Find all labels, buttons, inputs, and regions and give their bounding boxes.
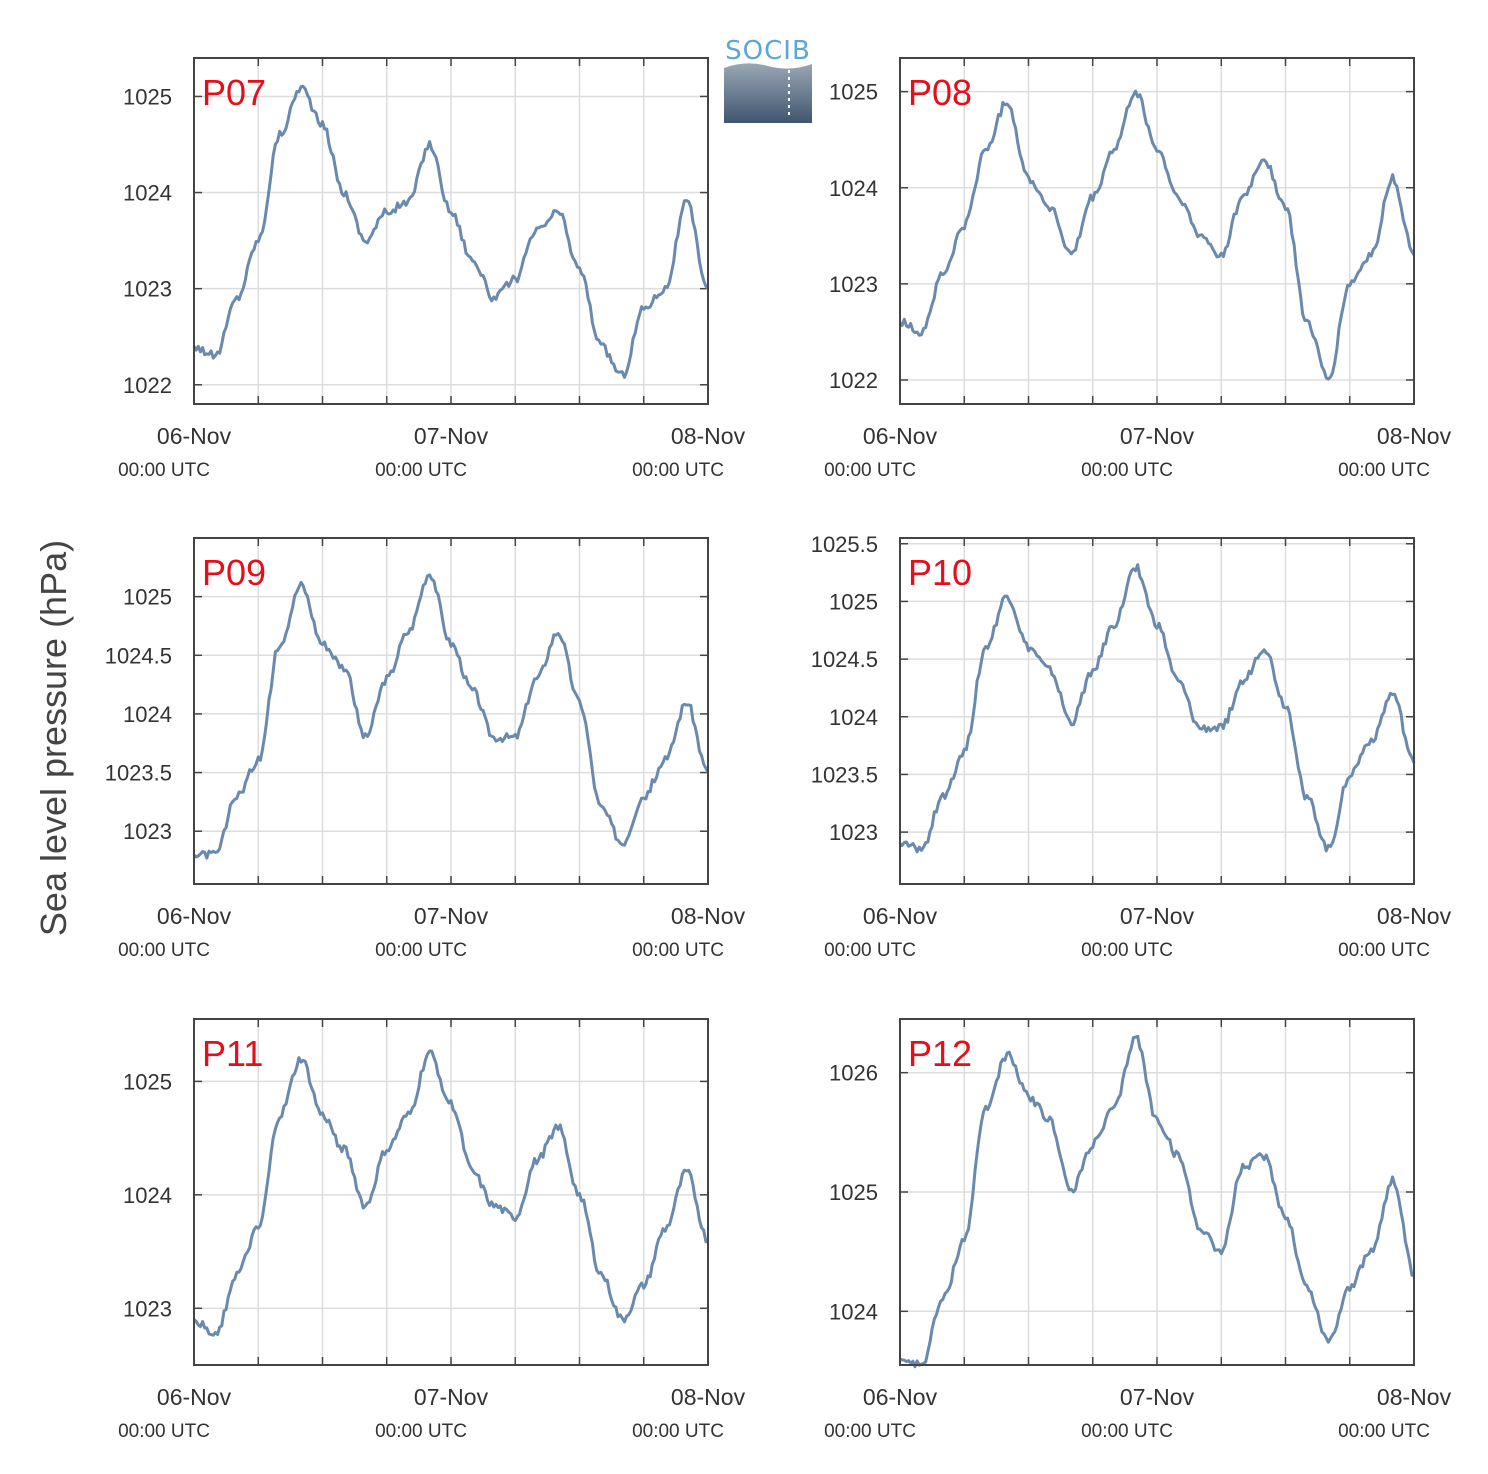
panel-label: P07 xyxy=(202,72,266,113)
y-tick-label: 1026 xyxy=(829,1061,878,1086)
x-tick-label-date: 08-Nov xyxy=(671,1384,746,1410)
x-tick-label-date: 07-Nov xyxy=(414,1384,489,1410)
x-tick-label-date: 07-Nov xyxy=(414,903,489,929)
y-tick-label: 1023 xyxy=(123,277,172,302)
y-tick-label: 1024 xyxy=(829,1299,878,1324)
y-tick-label: 1023 xyxy=(829,820,878,845)
y-tick-label: 1022 xyxy=(123,373,172,398)
x-tick-label-date: 07-Nov xyxy=(1120,1384,1195,1410)
series-line-p09 xyxy=(192,573,710,860)
x-tick-label-time: 00:00 UTC xyxy=(1338,940,1430,961)
x-tick-label-date: 06-Nov xyxy=(157,1384,232,1410)
x-tick-label-date: 07-Nov xyxy=(1120,903,1195,929)
x-tick-label-date: 06-Nov xyxy=(157,903,232,929)
socib-logo: SOCIB xyxy=(724,36,812,123)
y-tick-label: 1025 xyxy=(123,84,172,109)
y-tick-label: 1025 xyxy=(829,1180,878,1205)
x-tick-label-date: 07-Nov xyxy=(1120,423,1195,449)
x-tick-label-time: 00:00 UTC xyxy=(375,940,467,961)
y-tick-label: 1025 xyxy=(123,585,172,610)
x-tick-label-date: 06-Nov xyxy=(863,1384,938,1410)
series-line-p10 xyxy=(898,563,1416,854)
y-axis-label: Sea level pressure (hPa) xyxy=(33,540,74,936)
x-tick-label-time: 00:00 UTC xyxy=(375,1421,467,1442)
y-tick-label: 1024 xyxy=(123,1183,172,1208)
plot-frame xyxy=(193,1018,709,1366)
x-tick-label-date: 06-Nov xyxy=(157,423,232,449)
x-tick-label-time: 00:00 UTC xyxy=(632,1421,724,1442)
x-tick-label-time: 00:00 UTC xyxy=(1081,1421,1173,1442)
y-tick-label: 1023.5 xyxy=(105,761,172,786)
x-tick-label-time: 00:00 UTC xyxy=(375,460,467,481)
x-tick-label-date: 08-Nov xyxy=(1377,1384,1452,1410)
y-tick-label: 1023.5 xyxy=(811,762,878,787)
panel-p08: 1022 1023 1024 1025 06-Nov 00:00 UTC 07-Nov 00:… xyxy=(824,57,1452,481)
x-tick-label-date: 08-Nov xyxy=(1377,903,1452,929)
plot-frame xyxy=(193,537,709,885)
x-tick-label-time: 00:00 UTC xyxy=(1338,460,1430,481)
y-tick-label: 1025.5 xyxy=(811,532,878,557)
y-tick-label: 1024 xyxy=(829,176,878,201)
y-tick-label: 1025 xyxy=(123,1069,172,1094)
x-tick-label-date: 06-Nov xyxy=(863,423,938,449)
panel-label: P10 xyxy=(908,552,972,593)
x-tick-label-date: 08-Nov xyxy=(671,903,746,929)
panel-p09: 1023 1023.5 1024 1024.5 1025 06-Nov 00:00 UTC 0… xyxy=(105,537,746,961)
panel-label: P09 xyxy=(202,552,266,593)
y-tick-label: 1023 xyxy=(123,819,172,844)
panel-p10: 1023 1023.5 1024 1024.5 1025 1025.5 06-Nov 00:0… xyxy=(811,532,1452,961)
panel-label: P11 xyxy=(202,1033,263,1074)
y-tick-label: 1024.5 xyxy=(811,647,878,672)
plot-frame xyxy=(899,1018,1415,1366)
series-line-p08 xyxy=(898,89,1416,381)
x-tick-label-date: 06-Nov xyxy=(863,903,938,929)
panel-p11: 1023 1024 1025 06-Nov 00:00 UTC 07-Nov 00:00 U… xyxy=(118,1018,746,1442)
socib-logo-text: SOCIB xyxy=(725,36,811,66)
plot-frame xyxy=(899,57,1415,405)
y-tick-label: 1025 xyxy=(829,589,878,614)
y-tick-label: 1024 xyxy=(123,702,172,727)
y-tick-label: 1023 xyxy=(829,272,878,297)
x-tick-label-time: 00:00 UTC xyxy=(632,460,724,481)
y-tick-label: 1024.5 xyxy=(105,643,172,668)
panel-label: P12 xyxy=(908,1033,972,1074)
x-tick-label-time: 00:00 UTC xyxy=(1081,460,1173,481)
y-tick-label: 1024 xyxy=(123,181,172,206)
x-tick-label-date: 07-Nov xyxy=(414,423,489,449)
x-tick-label-time: 00:00 UTC xyxy=(1081,940,1173,961)
panel-p12: 1024 1025 1026 06-Nov 00:00 UTC 07-Nov 00:00 U… xyxy=(824,1018,1452,1442)
x-tick-label-time: 00:00 UTC xyxy=(118,940,210,961)
x-tick-label-date: 08-Nov xyxy=(1377,423,1452,449)
panel-label: P08 xyxy=(908,72,972,113)
y-tick-label: 1023 xyxy=(123,1296,172,1321)
panel-p07: 1022 1023 1024 1025 06-Nov 00:00 UTC 07-Nov 00:… xyxy=(118,57,746,481)
plot-frame xyxy=(899,537,1415,885)
plot-frame xyxy=(193,57,709,405)
x-tick-label-time: 00:00 UTC xyxy=(824,1421,916,1442)
y-tick-label: 1022 xyxy=(829,368,878,393)
x-tick-label-time: 00:00 UTC xyxy=(824,460,916,481)
y-tick-label: 1024 xyxy=(829,705,878,730)
x-tick-label-time: 00:00 UTC xyxy=(632,940,724,961)
x-tick-label-time: 00:00 UTC xyxy=(824,940,916,961)
x-tick-label-date: 08-Nov xyxy=(671,423,746,449)
x-tick-label-time: 00:00 UTC xyxy=(1338,1421,1430,1442)
series-line-p07 xyxy=(192,84,710,379)
series-line-p12 xyxy=(899,1034,1415,1369)
x-tick-label-time: 00:00 UTC xyxy=(118,460,210,481)
y-tick-label: 1025 xyxy=(829,80,878,105)
series-line-p11 xyxy=(193,1049,709,1337)
x-tick-label-time: 00:00 UTC xyxy=(118,1421,210,1442)
